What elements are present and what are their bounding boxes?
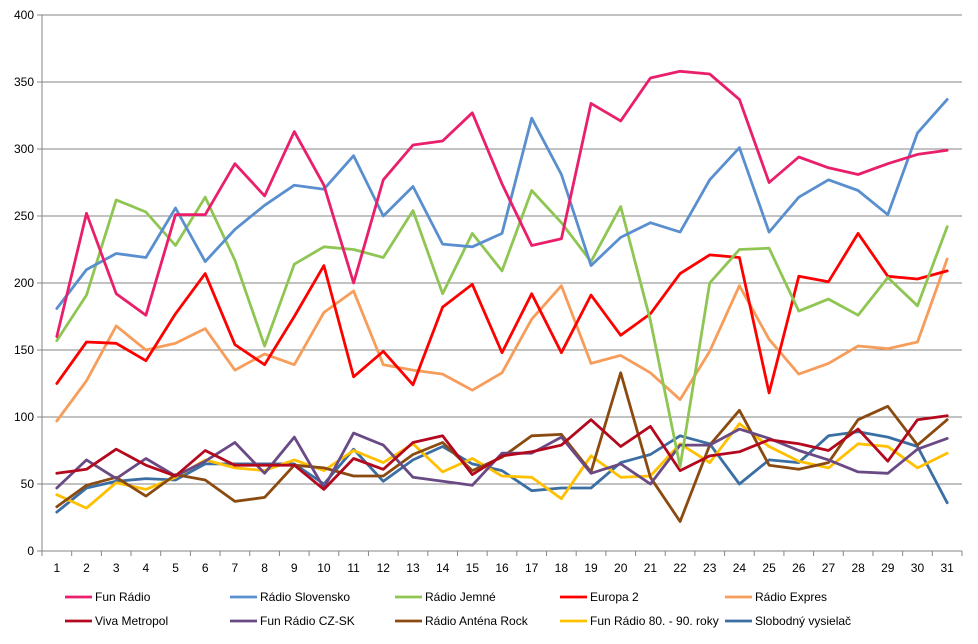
legend-label: Rádio Anténa Rock xyxy=(425,614,529,628)
x-tick-label: 29 xyxy=(881,561,895,575)
x-tick-label: 12 xyxy=(377,561,391,575)
x-tick-label: 26 xyxy=(792,561,806,575)
x-tick-label: 7 xyxy=(232,561,239,575)
series-line xyxy=(55,98,949,310)
x-tick-label: 4 xyxy=(143,561,150,575)
x-tick-label: 30 xyxy=(911,561,925,575)
legend: Fun Rádio Rádio Slovensko Rádio Jemné Europ… xyxy=(65,590,851,628)
series-line xyxy=(55,69,949,339)
legend-label: Fun Rádio 80. - 90. roky xyxy=(590,614,719,628)
x-tick-label: 1 xyxy=(53,561,60,575)
y-tick-label: 300 xyxy=(14,142,34,156)
x-tick-label: 28 xyxy=(851,561,865,575)
x-tick-label: 21 xyxy=(644,561,658,575)
x-tick-label: 11 xyxy=(347,561,360,575)
series-lines xyxy=(55,69,949,523)
y-tick-label: 0 xyxy=(27,544,34,558)
y-tick-label: 50 xyxy=(21,477,35,491)
gridlines xyxy=(42,14,962,485)
series-line xyxy=(55,414,949,491)
legend-label: Viva Metropol xyxy=(95,614,168,628)
x-tick-label: 14 xyxy=(436,561,450,575)
x-tick-label: 9 xyxy=(291,561,298,575)
x-tick-label: 3 xyxy=(113,561,120,575)
x-tick-label: 13 xyxy=(406,561,420,575)
y-tick-label: 150 xyxy=(14,343,34,357)
legend-label: Rádio Jemné xyxy=(425,590,496,604)
series-line xyxy=(55,257,949,423)
y-tick-label: 200 xyxy=(14,276,34,290)
x-tick-label: 22 xyxy=(673,561,687,575)
x-tick-label: 18 xyxy=(555,561,569,575)
legend-label: Slobodný vysielač xyxy=(755,614,851,628)
y-tick-label: 400 xyxy=(14,8,34,22)
series-line xyxy=(55,430,949,514)
series-line xyxy=(55,427,949,490)
legend-label: Rádio Expres xyxy=(755,590,827,604)
x-tick-label: 27 xyxy=(822,561,836,575)
y-tick-label: 100 xyxy=(14,410,34,424)
x-tick-label: 23 xyxy=(703,561,717,575)
x-tick-label: 19 xyxy=(584,561,598,575)
x-tick-label: 10 xyxy=(317,561,331,575)
y-tick-label: 350 xyxy=(14,75,34,89)
x-tick-label: 8 xyxy=(261,561,268,575)
legend-label: Europa 2 xyxy=(590,590,639,604)
x-tick-label: 16 xyxy=(495,561,509,575)
x-tick-label: 17 xyxy=(525,561,539,575)
legend-label: Fun Rádio CZ-SK xyxy=(260,614,355,628)
x-tick-label: 2 xyxy=(83,561,90,575)
x-tick-label: 15 xyxy=(466,561,480,575)
x-tick-label: 20 xyxy=(614,561,628,575)
legend-label: Rádio Slovensko xyxy=(260,590,350,604)
y-tick-label: 250 xyxy=(14,209,34,223)
x-tick-label: 6 xyxy=(202,561,209,575)
x-tick-label: 25 xyxy=(762,561,776,575)
x-tick-label: 31 xyxy=(940,561,954,575)
series-line xyxy=(55,231,949,395)
legend-label: Fun Rádio xyxy=(95,590,151,604)
x-tick-label: 24 xyxy=(733,561,747,575)
x-tick-label: 5 xyxy=(172,561,179,575)
series-line xyxy=(55,189,949,469)
